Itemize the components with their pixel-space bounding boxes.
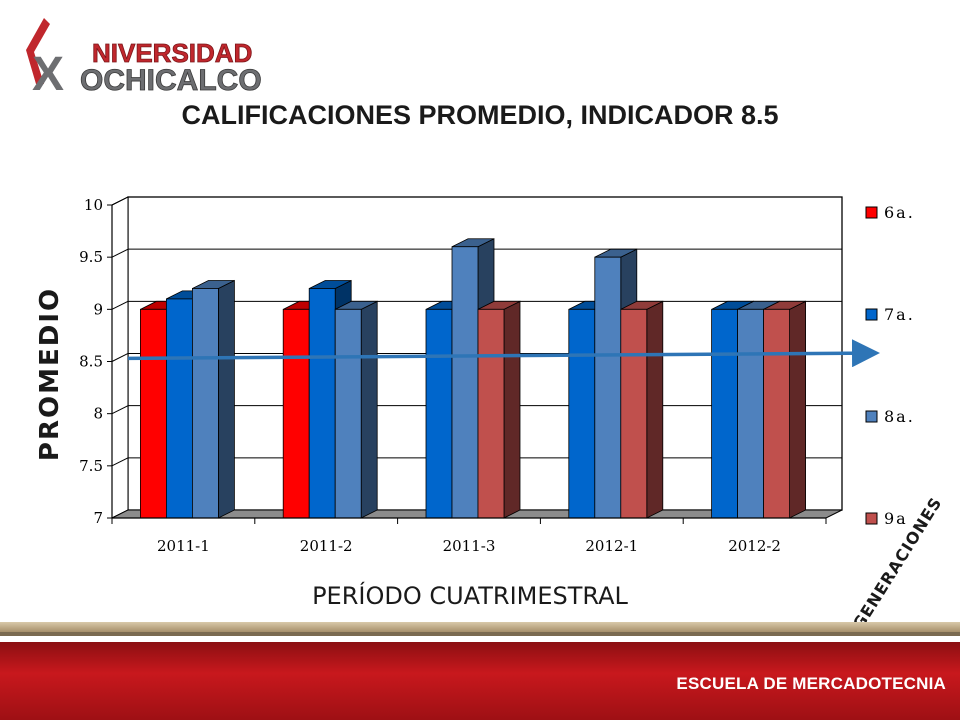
- footer-band: [0, 622, 960, 720]
- legend-label: 7a.: [884, 305, 915, 324]
- x-tick-label: 2011-1: [157, 537, 210, 555]
- y-tick-label: 7: [93, 509, 103, 527]
- legend-item-8a.: 8a.: [865, 407, 915, 426]
- legend-item-7a.: 7a.: [865, 305, 915, 324]
- gridline-side: [111, 405, 129, 415]
- bar-2012-1-9a: [620, 300, 664, 519]
- x-tick-label: 2012-1: [585, 537, 638, 555]
- legend-swatch: [865, 308, 878, 321]
- bar-2011-3-9a: [477, 300, 521, 519]
- gridline-side: [111, 353, 129, 362]
- footer-school-name: ESCUELA DE MERCADOTECNIA: [676, 674, 946, 693]
- y-tick-label: 7.5: [79, 457, 103, 475]
- logo-line1: NIVERSIDAD: [92, 38, 252, 68]
- gridline-side: [111, 248, 129, 258]
- logo-initial-x: X: [32, 48, 64, 98]
- bar-2012-2-9a: [763, 300, 806, 519]
- legend-label: 6a.: [884, 203, 915, 222]
- legend-item-6a.: 6a.: [865, 203, 915, 222]
- legend-item-9a: 9a: [865, 509, 908, 528]
- legend-label: 8a.: [884, 407, 915, 426]
- legend-label: 9a: [884, 509, 908, 528]
- y-tick-label: 10: [84, 196, 103, 214]
- y-tick-label: 8.5: [79, 353, 103, 371]
- legend-swatch: [865, 512, 878, 525]
- x-tick-label: 2011-3: [443, 537, 496, 555]
- logo-line2: OCHICALCO: [80, 64, 262, 97]
- gridline-side: [111, 300, 129, 310]
- universidad-xochicalco-logo: X NIVERSIDAD OCHICALCO: [26, 18, 262, 98]
- x-tick-label: 2012-2: [728, 537, 781, 555]
- y-tick-label: 9: [93, 300, 103, 318]
- y-tick-label: 9.5: [79, 248, 103, 266]
- x-axis-label: PERÍODO CUATRIMESTRAL: [312, 581, 628, 610]
- gridline-side: [111, 457, 129, 467]
- y-axis-label: PROMEDIO: [35, 287, 65, 461]
- y-tick-label: 8: [93, 405, 103, 423]
- trend-arrow: [127, 339, 880, 368]
- legend-swatch: [865, 410, 878, 423]
- bar-2011-1-8a.: [191, 279, 235, 519]
- x-tick-label: 2011-2: [300, 537, 353, 555]
- logo-swoosh-icon: [26, 18, 50, 84]
- legend-swatch: [865, 206, 878, 219]
- bar-2011-2-8a.: [334, 300, 378, 519]
- gridline-side: [111, 196, 129, 206]
- chart-title: CALIFICACIONES PROMEDIO, INDICADOR 8.5: [181, 100, 779, 130]
